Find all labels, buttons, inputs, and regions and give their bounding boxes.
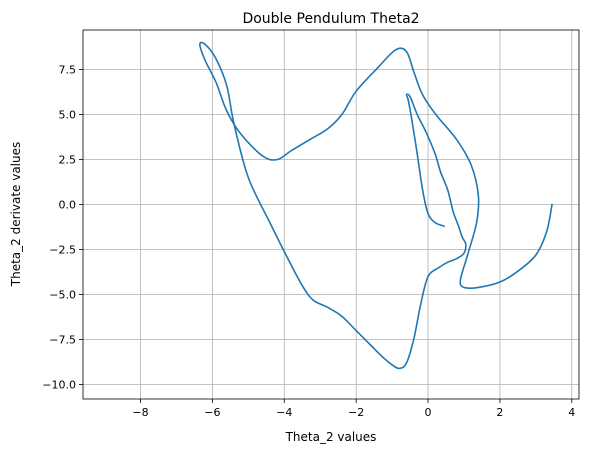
x-tick-label: −4 xyxy=(276,406,292,419)
x-tick-label: 0 xyxy=(425,406,432,419)
y-tick-label: 7.5 xyxy=(59,64,77,77)
x-tick-label: 2 xyxy=(496,406,503,419)
grid xyxy=(83,30,579,399)
x-tick-label: −6 xyxy=(204,406,220,419)
series-line xyxy=(199,41,553,370)
series-layer xyxy=(199,41,553,370)
x-axis-label: Theta_2 values xyxy=(285,430,377,444)
y-tick-label: −2.5 xyxy=(49,244,76,257)
y-tick-label: −5.0 xyxy=(49,289,76,302)
y-tick-label: 2.5 xyxy=(59,154,77,167)
x-tick-label: −8 xyxy=(132,406,148,419)
x-tick-label: −2 xyxy=(348,406,364,419)
y-axis-label: Theta_2 derivate values xyxy=(9,142,23,287)
x-tick-label: 4 xyxy=(568,406,575,419)
y-tick-label: −10.0 xyxy=(42,379,76,392)
y-axis-ticks: 7.5 5.0 2.5 0.0 −2.5 −5.0 −7.5 −10.0 xyxy=(42,64,83,392)
y-tick-label: 0.0 xyxy=(59,199,77,212)
chart-title: Double Pendulum Theta2 xyxy=(242,11,419,27)
plot-frame xyxy=(82,29,580,400)
x-axis-ticks: −8 −6 −4 −2 0 2 4 xyxy=(132,399,575,419)
y-tick-label: 5.0 xyxy=(59,109,77,122)
y-tick-label: −7.5 xyxy=(49,334,76,347)
